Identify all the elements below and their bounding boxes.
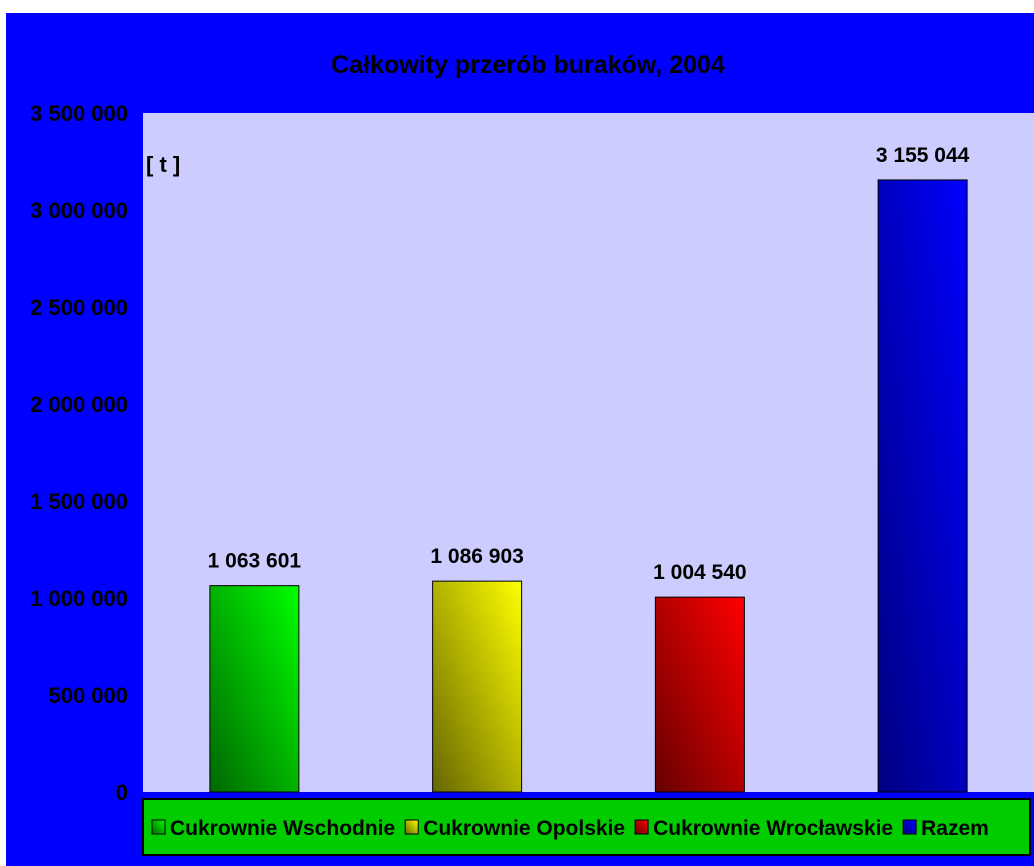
- bar-cukrownie-opolskie: [432, 580, 523, 793]
- y-tick-label: 500 000: [48, 683, 128, 708]
- legend: Cukrownie Wschodnie Cukrownie Opolskie Cuk…: [142, 798, 1031, 856]
- legend-entry-label: Cukrownie Wschodnie: [170, 817, 395, 840]
- y-tick-label: 1 500 000: [30, 489, 128, 514]
- bar-value-label: 1 004 540: [653, 561, 746, 584]
- y-axis: 0 500 000 1 000 000 1 500 000 2 000 000 2 500…: [30, 101, 128, 805]
- bars: 1 063 601 1 086 903 1 004 540 3 155 044: [208, 144, 970, 793]
- y-tick-label: 3 000 000: [30, 198, 128, 223]
- y-tick-label: 0: [116, 780, 128, 805]
- legend-entry-label: Cukrownie Opolskie: [423, 817, 625, 840]
- y-tick-label: 1 000 000: [30, 586, 128, 611]
- bar-cukrownie-wroc-awskie: [654, 596, 745, 793]
- y-tick-label: 2 000 000: [30, 392, 128, 417]
- bar-razem: [877, 179, 968, 793]
- y-tick-label: 2 500 000: [30, 295, 128, 320]
- bar-value-label: 3 155 044: [876, 144, 970, 167]
- unit-label: [ t ]: [146, 152, 180, 177]
- legend-box: [142, 798, 1031, 856]
- legend-entry-label: Cukrownie Wrocławskie: [653, 817, 893, 840]
- legend-swatch: [902, 819, 917, 835]
- bar-value-label: 1 086 903: [430, 545, 523, 568]
- y-tick-label: 3 500 000: [30, 101, 128, 126]
- legend-swatch: [634, 819, 649, 835]
- bar-cukrownie-wschodnie: [209, 585, 300, 793]
- chart-title: Całkowity przerób buraków, 2004: [331, 51, 725, 79]
- legend-swatch: [404, 819, 419, 835]
- legend-swatch: [151, 819, 166, 835]
- bar-value-label: 1 063 601: [208, 550, 302, 573]
- legend-entry-label: Razem: [921, 817, 989, 840]
